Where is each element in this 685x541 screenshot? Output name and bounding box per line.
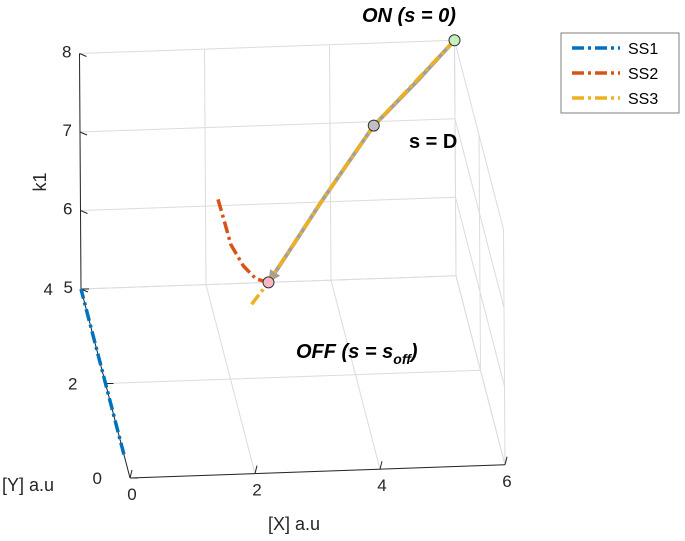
series-ss3 xyxy=(248,39,456,308)
annotation-off-close: ) xyxy=(409,341,418,363)
grid-back-z xyxy=(79,39,455,54)
z-axis-line xyxy=(79,53,82,290)
annotation-on-rest: (s = 0) xyxy=(392,5,456,27)
grid-floor-y xyxy=(105,369,481,384)
y-tick-label: 2 xyxy=(68,375,77,394)
y-tick-label: 0 xyxy=(93,469,102,488)
grid-side-z xyxy=(454,40,504,230)
grid-side-z xyxy=(454,118,505,308)
grid-side-y xyxy=(454,40,457,276)
x-tick-mark xyxy=(129,469,133,479)
off-point-marker xyxy=(262,276,275,289)
annotation-off: OFF (s = soff) xyxy=(296,341,418,367)
z-tick-label: 5 xyxy=(64,278,73,297)
legend-items: SS1 SS2 SS3 xyxy=(572,41,658,108)
legend: SS1 SS2 SS3 xyxy=(560,32,680,114)
grid-side-y xyxy=(503,229,506,465)
annotation-d: s = D xyxy=(409,131,457,153)
x-axis-label: [X] a.u xyxy=(268,514,320,534)
trajectory-line xyxy=(266,38,457,285)
z-tick-mark xyxy=(80,210,88,214)
x-tick-mark xyxy=(254,465,258,474)
series-lines xyxy=(79,38,457,455)
z-tick-label: 7 xyxy=(63,121,72,140)
x-tick-label: 6 xyxy=(502,472,511,491)
x-tick-label: 2 xyxy=(252,481,261,500)
grid-side-z xyxy=(455,197,505,387)
x-tick-label: 0 xyxy=(127,485,136,504)
grid-side-y xyxy=(478,134,481,371)
z-tick-mark xyxy=(79,53,87,57)
annotation-on-main: ON xyxy=(362,5,393,27)
z-axis-label: k1 xyxy=(30,172,50,191)
x-tick-mark xyxy=(379,461,383,470)
x-tick-mark xyxy=(504,456,508,465)
grid-back-x xyxy=(204,49,207,285)
markers xyxy=(262,34,461,289)
series-ss1 xyxy=(79,288,126,455)
legend-label-ss2: SS2 xyxy=(628,66,658,83)
legend-label-ss3: SS3 xyxy=(628,91,658,108)
annotation-off-main: OFF xyxy=(296,341,337,363)
x-tick-label: 4 xyxy=(377,476,386,495)
d-point-marker xyxy=(367,119,380,132)
annotation-off-mid: (s = s xyxy=(336,341,393,363)
annotation-on: ON (s = 0) xyxy=(362,5,456,27)
z-tick-label: 8 xyxy=(62,43,71,62)
grid-side-z xyxy=(455,275,506,465)
z-tick-mark xyxy=(79,131,88,136)
legend-label-ss1: SS1 xyxy=(628,41,658,58)
z-tick-label: 6 xyxy=(63,200,72,219)
series-ss2 xyxy=(216,198,269,285)
axes xyxy=(79,53,508,479)
y-tick-label: 4 xyxy=(44,280,53,299)
grid-back-x xyxy=(329,44,332,281)
grid-lines xyxy=(79,39,506,479)
annotation-off-sub: off xyxy=(393,351,412,367)
x-axis-line xyxy=(129,464,506,479)
on-point-marker xyxy=(448,34,461,47)
grid-back-z xyxy=(79,118,456,133)
y-axis-label: [Y] a.u xyxy=(2,475,54,495)
grid-back-z xyxy=(80,196,456,211)
